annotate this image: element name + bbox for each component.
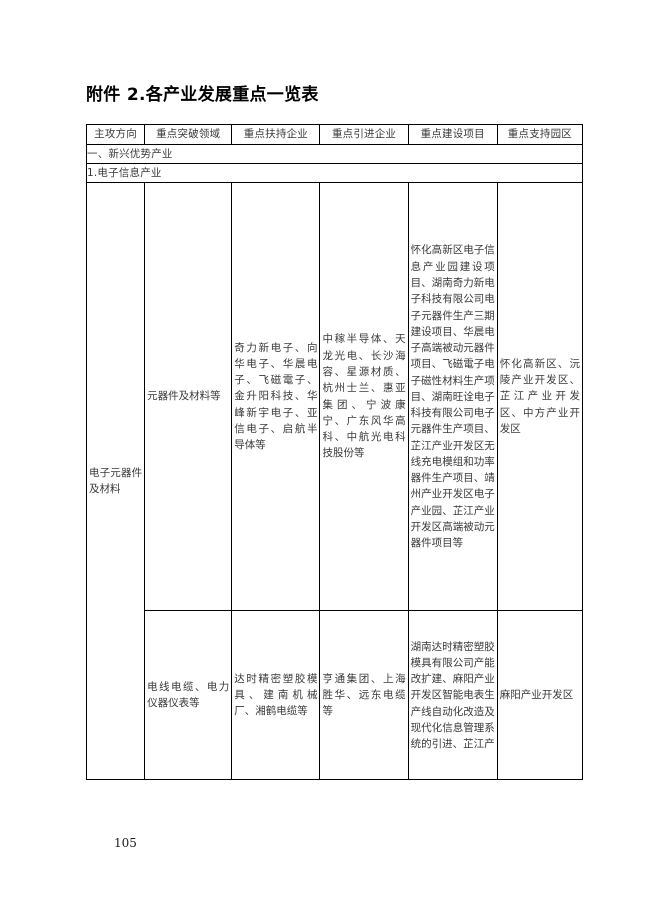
cell-introduce-enterprises: 亨通集团、上海胜华、远东电缆等 [319, 610, 409, 780]
cell-direction: 电子元器件及材料 [85, 182, 146, 780]
cell-projects: 怀化高新区电子信息产业园建设项目、湖南奇力新电子科技有限公司电子元器件生产三期建… [407, 182, 498, 611]
cell-parks: 麻阳产业开发区 [496, 610, 584, 780]
column-header-parks: 重点支持园区 [496, 124, 584, 145]
page-number: 105 [114, 836, 137, 850]
cell-field: 元器件及材料等 [144, 182, 233, 611]
field-text: 电线电缆、电力仪器仪表等 [147, 680, 230, 709]
subsection-heading-row: 1.电子信息产业 [86, 163, 583, 183]
column-header-field: 重点突破领域 [144, 124, 233, 145]
parks-text: 怀化高新区、沅陵产业开发区、芷江产业开发区、中方产业开发区 [499, 357, 580, 435]
column-header-direction: 主攻方向 [85, 124, 146, 145]
page-title: 附件 2.各产业发展重点一览表 [86, 85, 319, 105]
column-header-introduce-enterprises: 重点引进企业 [319, 124, 409, 145]
column-header-projects: 重点建设项目 [407, 124, 498, 145]
support-enterprises-text: 奇力新电子、向华电子、华晨电子、飞磁電子、金升阳科技、华峰新宇电子、亚信电子、启… [234, 341, 318, 452]
section-heading-row: 一、新兴优势产业 [86, 144, 583, 164]
introduce-enterprises-text: 中稼半导体、天龙光电、长沙海容、星源材质、杭州士兰、惠亚集团、宁波康宁、广东风华… [322, 333, 406, 460]
table-header-row: 主攻方向 重点突破领域 重点扶持企业 重点引进企业 重点建设项目 重点支持园区 [85, 124, 584, 145]
column-header-support-enterprises: 重点扶持企业 [231, 124, 321, 145]
subsection-heading: 1.电子信息产业 [86, 163, 583, 183]
field-text: 元器件及材料等 [147, 390, 221, 403]
section-heading: 一、新兴优势产业 [86, 144, 583, 164]
introduce-enterprises-text: 亨通集团、上海胜华、远东电缆等 [322, 672, 406, 718]
cell-parks: 怀化高新区、沅陵产业开发区、芷江产业开发区、中方产业开发区 [496, 182, 584, 611]
cell-projects: 湖南达时精密塑胶模具有限公司产能改扩建、麻阳产业开发区智能电表生产线自动化改造及… [407, 610, 498, 780]
support-enterprises-text: 达时精密塑胶模具、建南机械厂、湘鹤电缆等 [234, 672, 318, 718]
cell-field: 电线电缆、电力仪器仪表等 [144, 610, 233, 780]
cell-support-enterprises: 奇力新电子、向华电子、华晨电子、飞磁電子、金升阳科技、华峰新宇电子、亚信电子、启… [231, 182, 321, 611]
projects-text: 湖南达时精密塑胶模具有限公司产能改扩建、麻阳产业开发区智能电表生产线自动化改造及… [410, 640, 495, 751]
parks-text: 麻阳产业开发区 [499, 688, 574, 701]
table-row: 电子元器件及材料 元器件及材料等 奇力新电子、向华电子、华晨电子、飞磁電子、金升… [85, 182, 584, 780]
table-row: 电线电缆、电力仪器仪表等 达时精密塑胶模具、建南机械厂、湘鹤电缆等 亨通集团、上… [87, 610, 584, 780]
direction-text: 电子元器件及材料 [89, 466, 143, 495]
cell-introduce-enterprises: 中稼半导体、天龙光电、长沙海容、星源材质、杭州士兰、惠亚集团、宁波康宁、广东风华… [319, 182, 409, 611]
industry-focus-table: 主攻方向 重点突破领域 重点扶持企业 重点引进企业 重点建设项目 重点支持园区 … [85, 124, 584, 780]
cell-support-enterprises: 达时精密塑胶模具、建南机械厂、湘鹤电缆等 [231, 610, 321, 780]
projects-text: 怀化高新区电子信息产业园建设项目、湖南奇力新电子科技有限公司电子元器件生产三期建… [410, 244, 495, 550]
